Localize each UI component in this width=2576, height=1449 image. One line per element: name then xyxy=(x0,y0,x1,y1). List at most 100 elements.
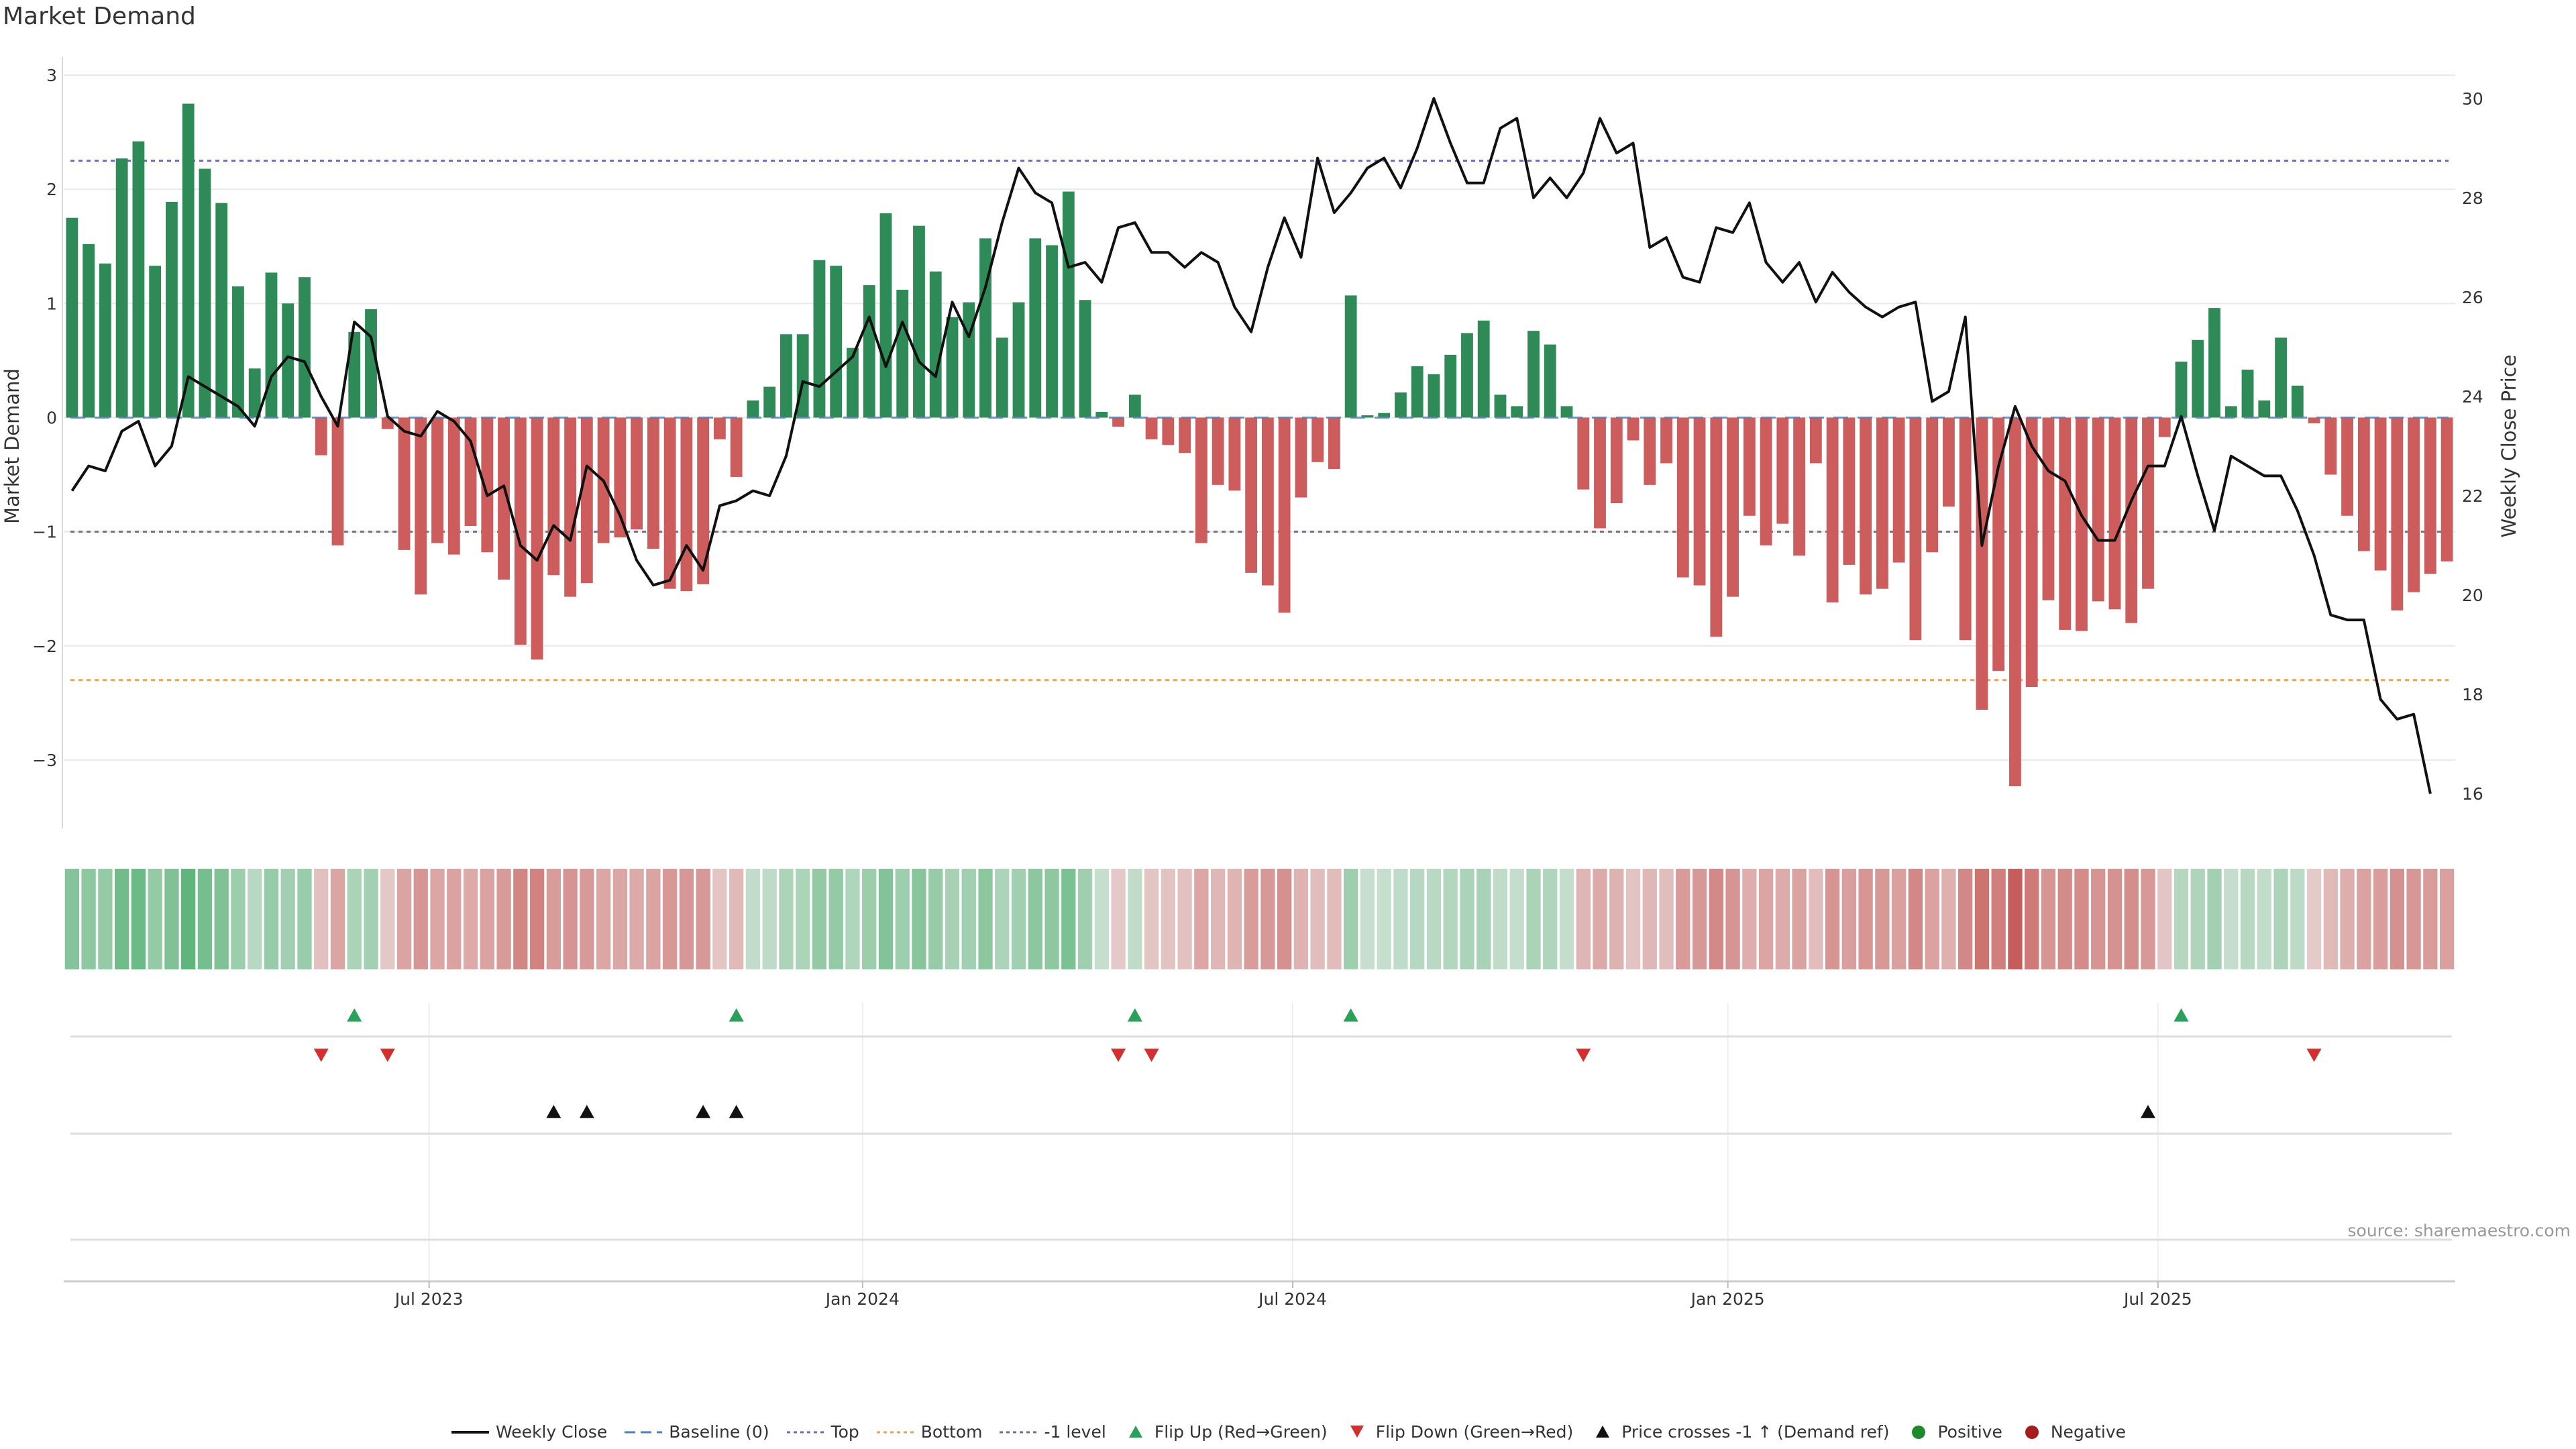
demand-bar xyxy=(996,337,1008,418)
demand-bar xyxy=(1943,417,1955,507)
demand-bar xyxy=(1644,417,1656,485)
demand-heat-cell xyxy=(1460,869,1474,969)
demand-heat-cell xyxy=(1742,869,1757,969)
flip-up-marker xyxy=(347,1008,362,1022)
demand-bar xyxy=(215,203,228,418)
demand-bar xyxy=(2224,406,2237,418)
demand-heat-cell xyxy=(1609,869,1624,969)
legend-label: Top xyxy=(830,1422,859,1442)
weekly-close-line xyxy=(70,97,2432,794)
demand-heat-cell xyxy=(1111,869,1126,969)
demand-bar xyxy=(1909,417,1922,641)
flip-down-marker xyxy=(1576,1049,1591,1062)
demand-bar xyxy=(697,417,710,584)
demand-bar xyxy=(1145,417,1158,439)
legend-symbol-icon xyxy=(1596,1425,1610,1438)
demand-heat-cell xyxy=(1875,869,1890,969)
flip-down-marker xyxy=(313,1049,329,1062)
demand-heat-cell xyxy=(612,869,628,969)
demand-heat-cell xyxy=(1293,869,1309,969)
demand-heat-cell xyxy=(2124,869,2139,969)
legend-label: Bottom xyxy=(920,1422,983,1442)
demand-heat-cell xyxy=(1825,869,1840,969)
demand-bar xyxy=(647,417,659,549)
demand-bar xyxy=(1079,300,1091,418)
demand-bar xyxy=(713,417,726,439)
demand-bar xyxy=(2142,417,2154,589)
demand-bar xyxy=(1860,417,1872,595)
demand-heat-cell xyxy=(2174,869,2189,969)
legend-label: Weekly Close xyxy=(495,1422,608,1442)
demand-heat-cell xyxy=(1659,869,1674,969)
demand-bar xyxy=(1610,417,1623,504)
flip-down-marker xyxy=(380,1049,395,1062)
flip-up-marker xyxy=(1343,1008,1358,1022)
demand-heat-cell xyxy=(662,869,678,969)
demand-bar xyxy=(2158,417,2171,437)
demand-heat-cell xyxy=(762,869,777,969)
demand-bar xyxy=(580,417,593,584)
price-cross-marker xyxy=(2140,1105,2155,1118)
demand-heat-cell xyxy=(1775,869,1790,969)
demand-bar xyxy=(1892,417,1905,563)
legend-label: Flip Up (Red→Green) xyxy=(1154,1422,1328,1442)
demand-bar xyxy=(1029,238,1042,418)
demand-heat-cell xyxy=(1625,869,1641,969)
demand-bar xyxy=(946,317,959,418)
y2-tick-label: 26 xyxy=(2462,288,2483,307)
demand-heat-cell xyxy=(1277,869,1292,969)
demand-bar xyxy=(498,417,510,580)
demand-bar xyxy=(1444,354,1457,418)
legend-symbol-icon xyxy=(451,1430,489,1434)
demand-bar xyxy=(1494,394,1507,418)
demand-bar xyxy=(1693,417,1706,586)
demand-heat-cell xyxy=(264,869,279,969)
demand-heat-cell xyxy=(98,869,113,969)
demand-bar xyxy=(248,368,261,418)
demand-heat-cell xyxy=(1526,869,1541,969)
demand-bar xyxy=(1959,417,1972,641)
demand-bar xyxy=(1128,394,1141,418)
demand-bar xyxy=(348,331,361,418)
demand-bar xyxy=(415,417,427,595)
legend-symbol-icon xyxy=(625,1431,663,1433)
legend-item: Negative xyxy=(2019,1422,2126,1442)
demand-heat-cell xyxy=(314,869,329,969)
legend-item: -1 level xyxy=(998,1422,1106,1442)
demand-bar xyxy=(1179,417,1191,453)
demand-heat-cell xyxy=(1509,869,1524,969)
legend-item: Flip Up (Red→Green) xyxy=(1122,1422,1328,1442)
demand-bar xyxy=(1012,302,1025,418)
demand-heat-cell xyxy=(430,869,445,969)
legend-item: Bottom xyxy=(875,1422,983,1442)
demand-heat-cell xyxy=(2357,869,2371,969)
x-tick-label: Jul 2023 xyxy=(394,1289,464,1309)
demand-heat-cell xyxy=(64,869,80,969)
demand-bar xyxy=(2357,417,2370,551)
demand-bar xyxy=(398,417,411,550)
legend-symbol-icon xyxy=(1128,1425,1142,1438)
demand-heat-cell xyxy=(1493,869,1508,969)
x-tick-label: Jan 2025 xyxy=(1690,1289,1765,1309)
demand-heat-cell xyxy=(2008,869,2023,969)
demand-heat-cell xyxy=(364,869,378,969)
demand-heat-cell xyxy=(347,869,362,969)
demand-heat-cell xyxy=(164,869,179,969)
demand-bar xyxy=(2291,385,2304,418)
demand-bar xyxy=(763,386,776,418)
demand-bar xyxy=(1162,417,1175,445)
price-cross-marker xyxy=(696,1105,711,1118)
y-tick-label: 2 xyxy=(46,180,57,199)
demand-heat-cell xyxy=(862,869,877,969)
demand-bar xyxy=(99,263,111,418)
demand-heat-cell xyxy=(1642,869,1657,969)
demand-heat-cell xyxy=(1477,869,1491,969)
demand-bar xyxy=(66,217,78,418)
demand-bar xyxy=(663,417,676,589)
demand-bar xyxy=(1095,411,1108,418)
demand-heat-cell xyxy=(2406,869,2421,969)
y2-tick-label: 22 xyxy=(2462,486,2483,506)
demand-bar xyxy=(2258,400,2271,418)
demand-bar xyxy=(1228,417,1241,491)
